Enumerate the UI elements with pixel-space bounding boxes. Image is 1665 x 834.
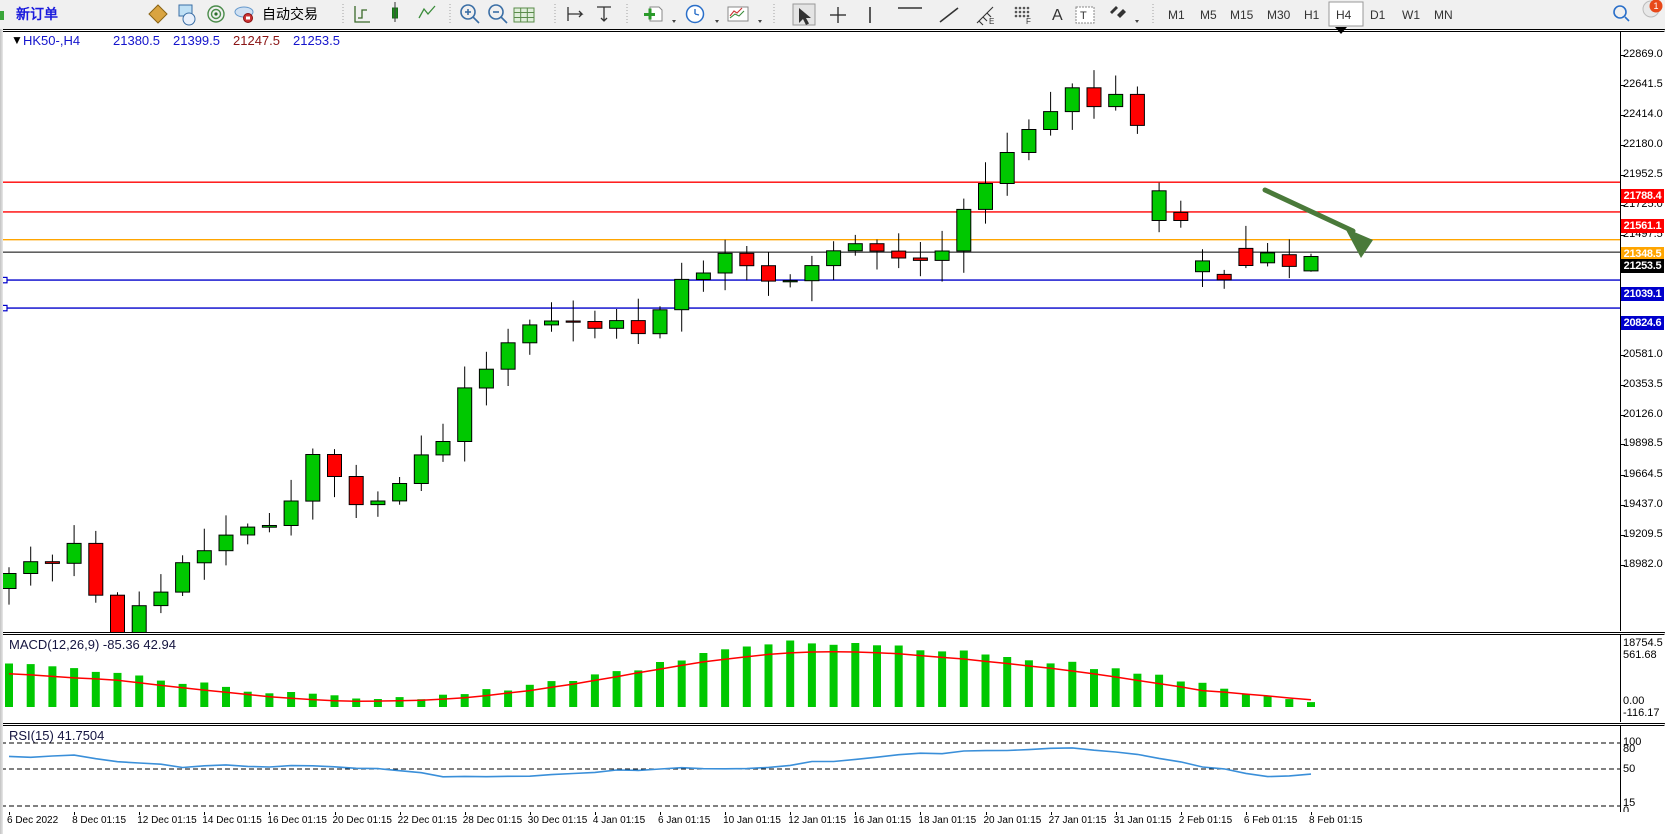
svg-text:RSI(15) 41.7504: RSI(15) 41.7504 [9,728,104,743]
svg-text:W1: W1 [1402,8,1420,22]
svg-text:新订单: 新订单 [16,6,58,22]
svg-text:21380.5: 21380.5 [113,33,160,48]
svg-text:HK50-,H4: HK50-,H4 [23,33,80,48]
svg-text:▼: ▼ [11,33,23,47]
svg-text:21253.5: 21253.5 [293,33,340,48]
svg-text:M30: M30 [1267,8,1291,22]
svg-text:A: A [1052,7,1063,24]
svg-text:D1: D1 [1370,8,1386,22]
svg-text:21399.5: 21399.5 [173,33,220,48]
svg-text:1: 1 [1653,1,1658,11]
svg-text:F: F [1026,17,1031,26]
svg-text:T: T [1080,10,1087,22]
svg-text:MACD(12,26,9) -85.36 42.94: MACD(12,26,9) -85.36 42.94 [9,637,176,652]
svg-text:H4: H4 [1336,8,1352,22]
svg-text:M1: M1 [1168,8,1185,22]
svg-text:E: E [989,17,994,26]
svg-text:H1: H1 [1304,8,1320,22]
svg-text:MN: MN [1434,8,1453,22]
svg-text:自动交易: 自动交易 [262,6,318,22]
svg-text:M5: M5 [1200,8,1217,22]
svg-text:M15: M15 [1230,8,1254,22]
svg-text:21247.5: 21247.5 [233,33,280,48]
